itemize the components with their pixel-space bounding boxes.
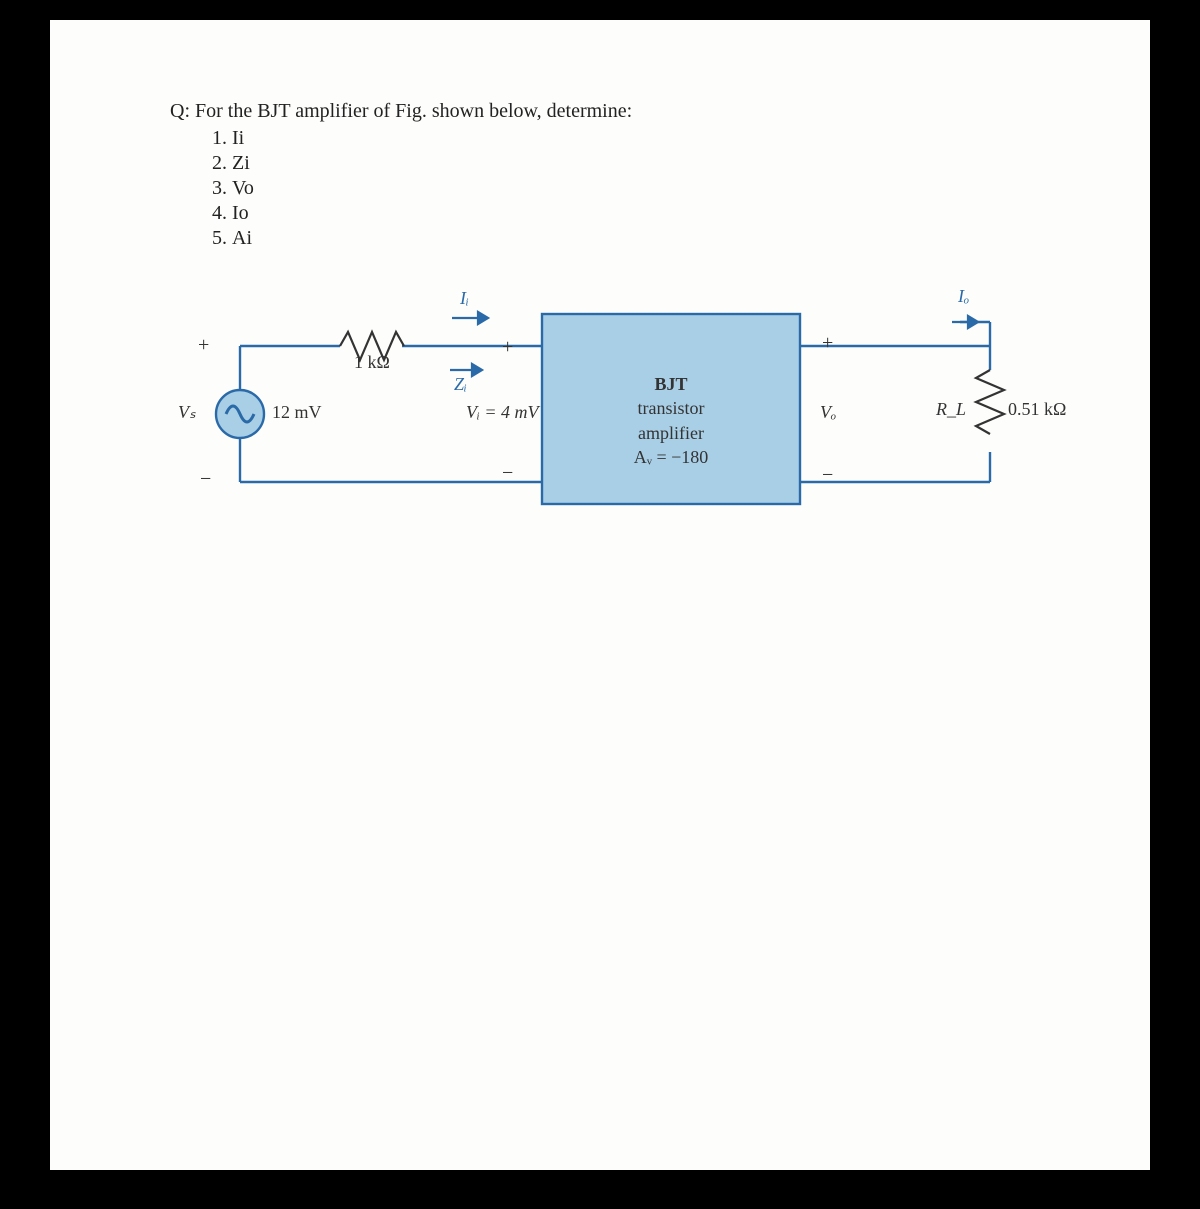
question-prompt: Q: For the BJT amplifier of Fig. shown b… — [170, 100, 1030, 123]
zi-label: Zᵢ — [454, 374, 467, 395]
io-label: Iₒ — [958, 286, 969, 307]
amp-line3: amplifier — [542, 421, 800, 445]
ii-label: Iᵢ — [460, 288, 469, 309]
question-item-1: Ii — [232, 127, 1030, 150]
vo-plus: + — [822, 332, 833, 355]
circuit-diagram: + − Vₛ 12 mV 1 kΩ Iᵢ Zᵢ + Vᵢ = 4 mV − BJ… — [170, 274, 1050, 534]
amp-line2: transistor — [542, 396, 800, 420]
question-item-3: Vo — [232, 177, 1030, 200]
question-item-2: Zi — [232, 152, 1030, 175]
source-minus: − — [200, 468, 211, 491]
question-list: Ii Zi Vo Io Ai — [232, 127, 1030, 250]
rs-value: 1 kΩ — [354, 352, 390, 373]
vi-minus: − — [502, 462, 513, 485]
source-plus: + — [198, 334, 209, 357]
vo-label: Vₒ — [820, 402, 836, 423]
amp-line4: Aᵥ = −180 — [542, 445, 800, 469]
rl-label: R_L — [936, 399, 966, 420]
vs-label: Vₛ — [178, 402, 196, 423]
vi-plus: + — [502, 336, 513, 359]
rl-value: 0.51 kΩ — [1008, 399, 1066, 420]
document-page: Q: For the BJT amplifier of Fig. shown b… — [50, 20, 1150, 1170]
vs-value: 12 mV — [272, 402, 322, 423]
question-item-4: Io — [232, 202, 1030, 225]
question-item-5: Ai — [232, 227, 1030, 250]
vo-minus: − — [822, 464, 833, 487]
amp-line1: BJT — [542, 372, 800, 396]
amp-box-text: BJT transistor amplifier Aᵥ = −180 — [542, 372, 800, 469]
vi-label: Vᵢ = 4 mV — [466, 402, 538, 423]
